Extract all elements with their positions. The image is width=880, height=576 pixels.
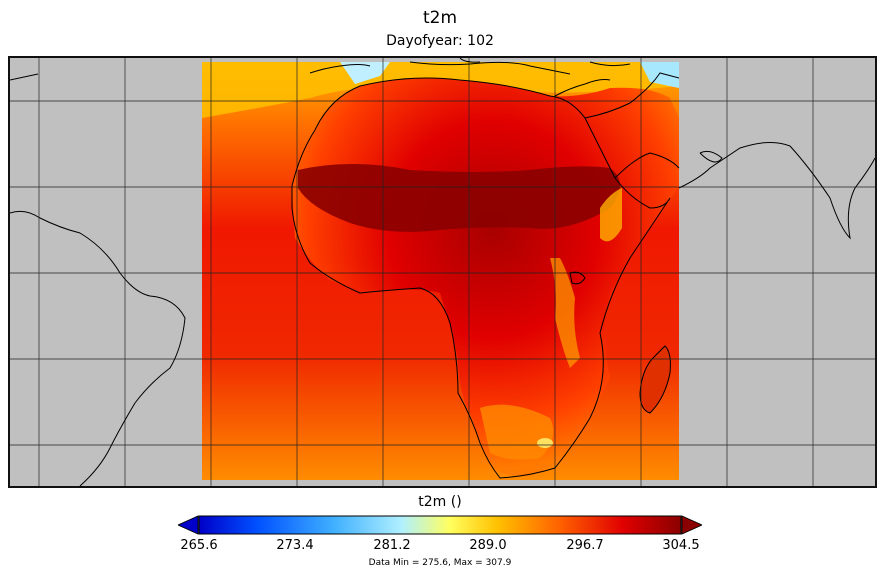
temperature-map — [10, 58, 875, 486]
cool-north-band — [202, 62, 679, 118]
cool-northeast-patch — [640, 62, 679, 88]
colorbar-high-arrow — [681, 515, 702, 535]
plot-title: t2m — [422, 8, 458, 28]
plot-subtitle: Dayofyear: 102 — [386, 33, 494, 49]
colorbar-tick: 281.2 — [373, 538, 411, 553]
colorbar-tick: 265.6 — [180, 538, 218, 553]
sahel-hot-band — [298, 164, 620, 232]
colorbar-low-arrow — [178, 515, 199, 535]
southern-africa-plateau — [480, 404, 554, 460]
map-panel — [8, 56, 877, 488]
ethiopian-highlands — [600, 188, 622, 242]
south-africa-cool-spot — [537, 438, 553, 448]
colorbar-gradient — [198, 515, 682, 535]
colorbar-title: t2m () — [418, 494, 462, 510]
colorbar — [178, 515, 702, 535]
colorbar-tick: 296.7 — [566, 538, 604, 553]
east-african-highlands — [550, 258, 580, 368]
colorbar-tick: 289.0 — [469, 538, 507, 553]
data-range-note: Data Min = 275.6, Max = 307.9 — [368, 558, 512, 568]
cool-north-edge — [340, 62, 390, 84]
colorbar-tick: 273.4 — [276, 538, 314, 553]
colorbar-ticks: 265.6 273.4 281.2 289.0 296.7 304.5 — [0, 538, 880, 556]
coastlines — [10, 58, 875, 486]
colorbar-tick: 304.5 — [662, 538, 700, 553]
madagascar-land — [639, 345, 671, 414]
